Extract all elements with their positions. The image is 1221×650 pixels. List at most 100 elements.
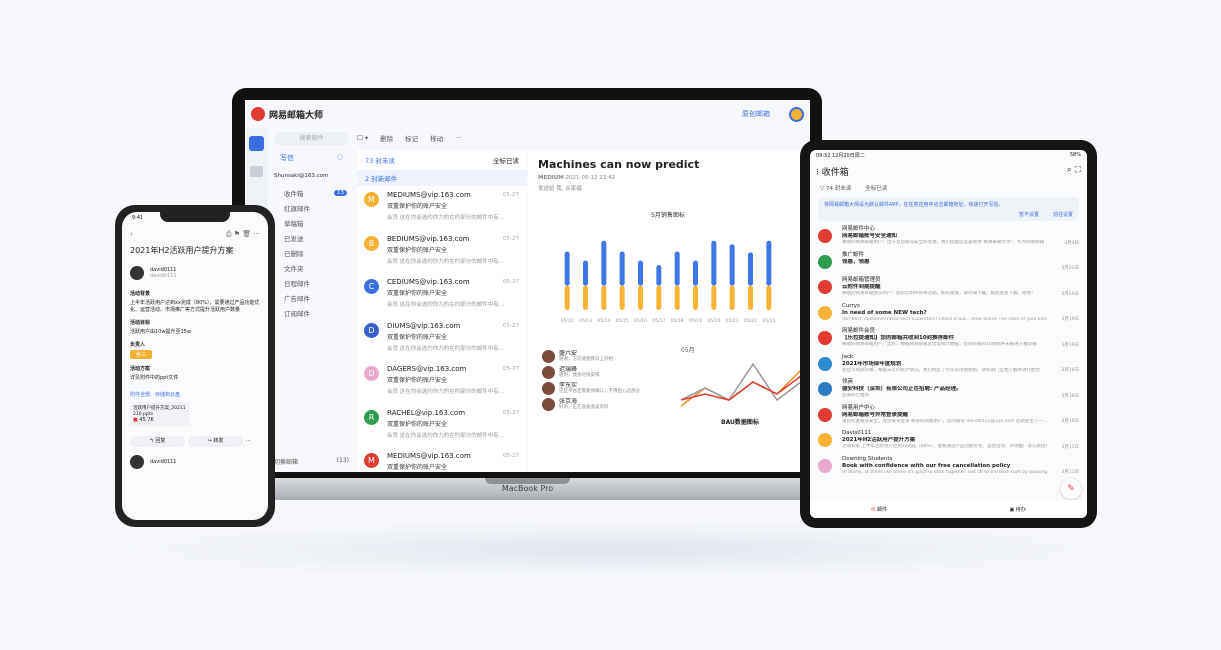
bar-05/12-s1: [564, 251, 570, 286]
folder-item[interactable]: 草稿箱: [268, 215, 355, 230]
back-icon[interactable]: ‹: [130, 230, 133, 238]
tab-todo[interactable]: ▣ 待办: [1009, 506, 1025, 513]
more-icon[interactable]: ···: [253, 230, 260, 238]
filter-icon[interactable]: ▽: [820, 186, 825, 192]
section-label: 活动背景: [130, 291, 151, 297]
mark-all-read[interactable]: 全标已读: [493, 157, 519, 165]
mail-item[interactable]: R RACHEL@vip.163.com 双重保护你的账户安全 会员 这在你会选约你力…: [357, 404, 527, 448]
move-button[interactable]: 移动: [430, 135, 444, 143]
mail-item[interactable]: 网易邮箱管理员 云附件到期提醒 尊敬的网易邮箱会员用户：您的云附件即将过期，如有需要…: [810, 275, 1087, 301]
trash-icon[interactable]: 🗑: [242, 230, 252, 238]
mail-item[interactable]: D DAGERS@vip.163.com 双重保护你的账户安全 会员 这在你会选约你力…: [357, 360, 527, 404]
select-all-checkbox[interactable]: ☐ ▾: [357, 134, 369, 142]
scan-icon[interactable]: ⛶: [1074, 165, 1081, 175]
header-link[interactable]: 原创邮箱: [742, 110, 770, 118]
sender-avatar: C: [364, 279, 379, 294]
attachment-card[interactable]: 活跃用户提升方案_20211210.pptx ■ 45.7K: [130, 402, 190, 426]
mail-preview: 您来的行推荐: [842, 393, 869, 398]
todo-icon: ▣: [1009, 506, 1015, 513]
folder-item[interactable]: 订阅邮件: [268, 305, 355, 320]
folder-badge: 13: [334, 189, 347, 196]
delete-button[interactable]: 删除: [380, 135, 394, 143]
contact-item[interactable]: 盛六安 谢谢，方向清楚我马上开始: [542, 348, 670, 364]
banner-go[interactable]: 前往设置: [1052, 212, 1073, 218]
mark-button[interactable]: 标记: [405, 135, 419, 143]
unread-count: 73 封未读: [365, 157, 395, 165]
folder-item[interactable]: 已删除: [268, 245, 355, 260]
folder-item[interactable]: 文件夹: [268, 260, 355, 275]
search-input[interactable]: 搜索邮件: [274, 132, 349, 145]
save-cloud-link[interactable]: 存储到云盘: [155, 392, 181, 398]
folder-item[interactable]: 红旗邮件: [268, 200, 355, 215]
compose-fab[interactable]: ✎: [1061, 479, 1081, 499]
mail-date: 05-27: [503, 322, 519, 329]
mail-preview: 会员 这在你会选约你力的在约部分的邮件中有...: [387, 302, 504, 308]
contact-item[interactable]: 李东实 这些平台还需要你确认，不用担心这部分: [542, 380, 670, 396]
mail-item[interactable]: Downing Students Book with confidence wit…: [810, 454, 1087, 480]
mail-preview: 会员 这在你会选约你力的在约部分的邮件中有...: [387, 258, 504, 265]
contact-item[interactable]: 迟瑞峰 收到，我会尽快安排: [542, 364, 670, 380]
folder-item[interactable]: 广告邮件: [268, 290, 355, 305]
mail-from: DIUMS@vip.163.com: [387, 321, 461, 330]
forward-button[interactable]: ↪ 转发: [188, 436, 243, 447]
compose-button[interactable]: 写信: [280, 154, 294, 162]
mail-date: 05-27: [503, 279, 519, 285]
mail-item[interactable]: Jack 2021年市场部年度规划 各位市场部同事，根据去年的统计情况，我们制定了今…: [810, 352, 1087, 378]
folder-item[interactable]: 日程邮件: [268, 275, 355, 290]
switch-mailbox[interactable]: 切换邮箱: [274, 459, 299, 466]
mail-preview: Hi Wishy, at times like these it's good …: [842, 469, 1047, 475]
user-avatar[interactable]: [789, 107, 804, 122]
ppt-icon: ■: [133, 417, 138, 423]
flag-icon[interactable]: ⚑: [233, 230, 240, 238]
mail-from: Jack: [842, 353, 854, 360]
mail-item[interactable]: Currys In need of some NEW tech? Our best,…: [810, 301, 1087, 327]
laptop-screen: 网易邮箱大师 原创邮箱 搜索邮件 写信 ◌ Shunsaki@163.com 收件…: [245, 100, 810, 472]
tab-mail[interactable]: ✉ 邮件: [871, 506, 887, 513]
settings-icon[interactable]: ◌: [336, 153, 343, 161]
x-tick-label: 05/20: [707, 318, 720, 324]
mail-item[interactable]: 网易用户中心 网易邮箱账号异常登录提醒 请您检查账号安全，有您账号登录 尊敬的网易用…: [810, 403, 1087, 429]
tab-todo-label: 待办: [1015, 506, 1026, 513]
menu-icon[interactable]: ⁝: [816, 168, 819, 178]
mail-item[interactable]: 网易邮件会员 【乐拉提通知】您的邮箱共收到10封推荐邮件 尊敬的网易邮箱用户：您好，…: [810, 326, 1087, 352]
mail-from: CEDIUMS@vip.163.com: [387, 278, 470, 286]
print-icon[interactable]: ⎙: [225, 230, 232, 238]
x-tick-label: 05/22: [744, 318, 757, 324]
switch-count: (13): [336, 457, 349, 464]
new-mail-banner[interactable]: 2 封新邮件: [357, 170, 527, 186]
attachments-link[interactable]: 附件全部: [130, 392, 151, 398]
bar-chart: 5月销售图标 05/12 05/13 05/14 05/15 05/16 05/17 05/…: [558, 210, 778, 330]
mail-icon: ✉: [871, 506, 876, 513]
bar-05/15-s1: [619, 251, 625, 286]
folder-item[interactable]: 收件箱 13: [268, 185, 355, 200]
mail-item[interactable]: B BEDIUMS@vip.163.com 双重保护你的账户安全 会员 这在你会选约你…: [357, 230, 527, 274]
to-recipients: 我, 合家福: [556, 186, 582, 192]
section-label: 活动目标: [130, 320, 151, 326]
folder-item[interactable]: 已发送: [268, 230, 355, 245]
mail-icon[interactable]: [249, 136, 264, 151]
mail-item[interactable]: D DIUMS@vip.163.com 双重保护你的账户安全 会员 这在你会选约你力的…: [357, 317, 527, 361]
reply-button[interactable]: ↰ 回复: [130, 436, 185, 447]
laptop-brand: MacBook Pro: [501, 484, 554, 493]
mail-item[interactable]: C CEDIUMS@vip.163.com 双重保护你的账户安全 会员 这在你会选约你…: [357, 273, 527, 317]
bar-05/17-s0: [656, 285, 662, 310]
mail-subject: 网易邮箱账号安全通知: [842, 233, 898, 239]
mail-item[interactable]: Davis0111 2021年H2活跃用户提升方案 活动背景 上半年活跃用户达到xx…: [810, 428, 1087, 454]
mail-item[interactable]: 网易邮件中心 网易邮箱账号安全通知 尊敬的网易邮箱用户：出于对您账号安全的考虑，我们…: [810, 224, 1087, 250]
contact-name: 李东实: [559, 381, 578, 389]
banner-skip[interactable]: 暂不设置: [1018, 212, 1039, 218]
mail-item[interactable]: 推广邮件 领惠，领惠 3月22日: [810, 250, 1087, 276]
more-button[interactable]: ···: [246, 438, 251, 444]
mail-item[interactable]: 领英 德安科技（深圳）有限公司正在招聘: 产品经理。 您来的行推荐 3月16日: [810, 377, 1087, 403]
folder-sidebar: 搜索邮件 写信 ◌ Shunsaki@163.com 收件箱 13 红旗邮件 草稿箱 已发…: [268, 128, 355, 472]
search-icon[interactable]: ⌕: [1066, 165, 1072, 175]
more-button[interactable]: ···: [455, 134, 462, 142]
mark-all-read[interactable]: 全标已读: [865, 186, 888, 192]
contacts-icon[interactable]: [250, 166, 263, 177]
contact-list: 盛六安 谢谢，方向清楚我马上开始 迟瑞峰 收到，我会尽快安排 李东实 这些平台还需要你确认…: [542, 348, 670, 412]
contact-item[interactable]: 张京海 好的，正在准备会议资料: [542, 396, 670, 412]
unread-count: 74 封未读: [825, 186, 852, 192]
bar-05/20-s1: [711, 240, 717, 286]
